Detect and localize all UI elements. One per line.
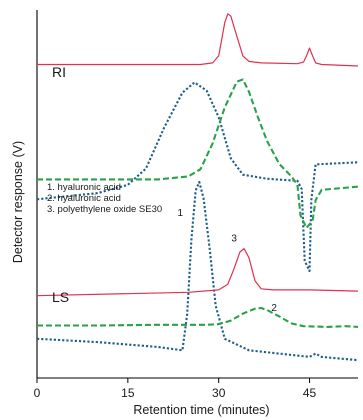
series-ri-1-line xyxy=(36,81,359,273)
legend-item-1: 1. hyaluronic acid xyxy=(47,182,121,193)
peak-label-1: 1 xyxy=(178,208,184,219)
panel-label-ls: LS xyxy=(52,289,69,305)
peak-label-2: 2 xyxy=(271,303,277,314)
axes xyxy=(36,10,358,379)
panel-labels: RI LS xyxy=(52,64,69,305)
peak-labels: 1 3 2 xyxy=(178,208,278,314)
x-tick-label: 45 xyxy=(303,386,317,400)
series-ri-2-line xyxy=(37,78,359,229)
series-ls-1-line xyxy=(36,180,359,362)
peak-label-3: 3 xyxy=(231,234,237,245)
x-axis-title: Retention time (minutes) xyxy=(133,403,269,417)
series-ls-2-line xyxy=(37,306,359,328)
panel-label-ri: RI xyxy=(52,64,66,80)
x-tick-label: 30 xyxy=(212,386,226,400)
y-axis-title: Detector response (V) xyxy=(11,141,25,263)
series-ri-3-line xyxy=(37,13,359,67)
x-tick-label: 15 xyxy=(121,386,135,400)
legend-item-2: 2. hyaluronic acid xyxy=(47,193,121,204)
legend: 1. hyaluronic acid 2. hyaluronic acid 3.… xyxy=(47,182,162,215)
x-tick-label: 0 xyxy=(34,386,41,400)
legend-item-3: 3. polyethylene oxide SE30 xyxy=(47,204,162,215)
series-layer xyxy=(36,13,359,362)
x-ticks: 0 15 30 45 xyxy=(34,378,317,400)
series-ls-3-line xyxy=(36,248,359,297)
